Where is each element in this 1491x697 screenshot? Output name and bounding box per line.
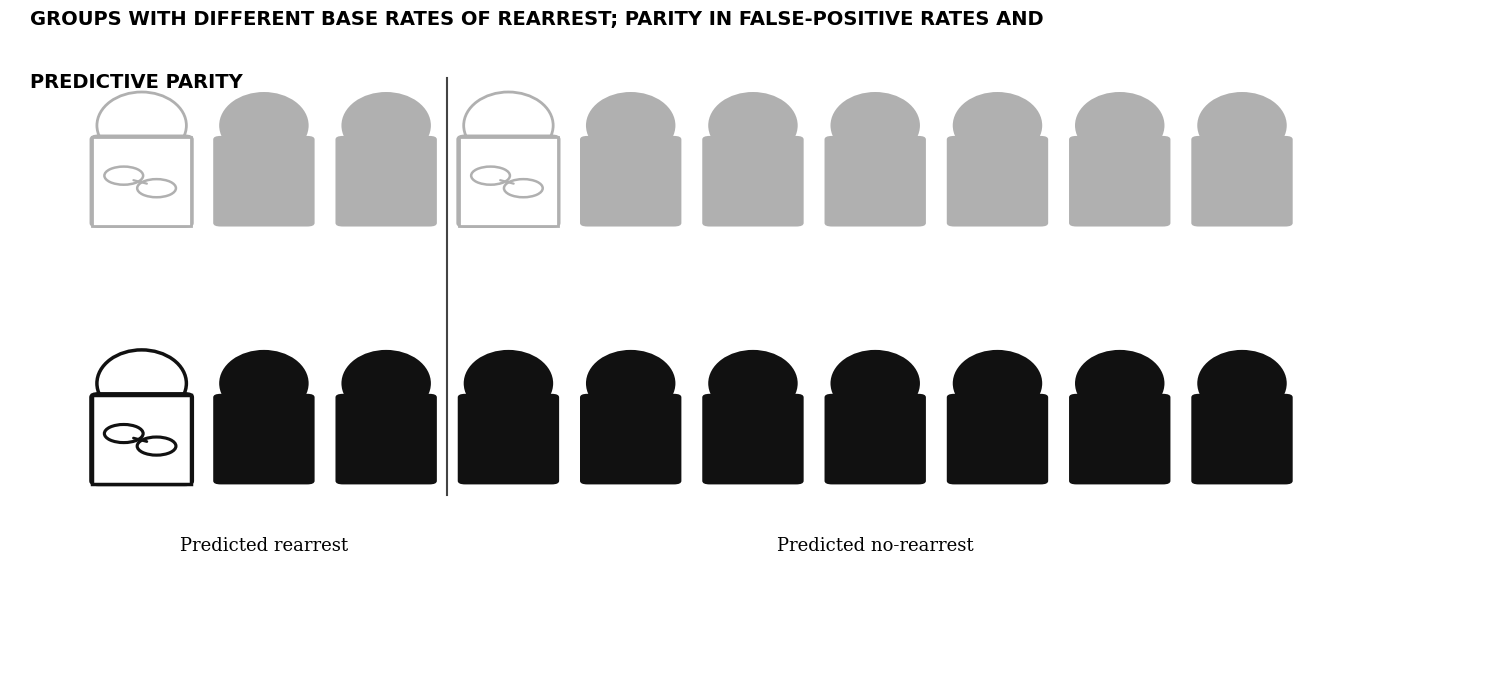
Bar [963, 114, 1032, 141]
FancyBboxPatch shape [702, 136, 804, 227]
Bar [596, 372, 665, 399]
FancyBboxPatch shape [92, 137, 191, 226]
Bar [1085, 114, 1154, 141]
FancyBboxPatch shape [702, 394, 804, 484]
Bar [1208, 372, 1276, 399]
Text: Predicted rearrest: Predicted rearrest [180, 537, 347, 555]
Bar [352, 114, 420, 141]
FancyBboxPatch shape [947, 394, 1048, 484]
Ellipse shape [953, 92, 1042, 159]
FancyBboxPatch shape [91, 136, 192, 227]
Bar [1085, 372, 1154, 399]
Text: Predicted no-rearrest: Predicted no-rearrest [777, 537, 974, 555]
FancyBboxPatch shape [91, 394, 192, 484]
Ellipse shape [97, 92, 186, 159]
FancyBboxPatch shape [335, 136, 437, 227]
Bar [719, 372, 787, 399]
Ellipse shape [586, 350, 675, 417]
FancyBboxPatch shape [213, 136, 315, 227]
FancyBboxPatch shape [1069, 136, 1170, 227]
FancyBboxPatch shape [825, 394, 926, 484]
Ellipse shape [830, 92, 920, 159]
FancyBboxPatch shape [1069, 394, 1170, 484]
Text: PREDICTIVE PARITY: PREDICTIVE PARITY [30, 73, 243, 92]
Bar [719, 114, 787, 141]
Ellipse shape [97, 350, 186, 417]
FancyBboxPatch shape [947, 136, 1048, 227]
Ellipse shape [341, 350, 431, 417]
Ellipse shape [219, 92, 309, 159]
FancyBboxPatch shape [459, 137, 558, 226]
Ellipse shape [830, 350, 920, 417]
FancyBboxPatch shape [92, 395, 191, 484]
Ellipse shape [953, 350, 1042, 417]
Bar [841, 114, 910, 141]
Ellipse shape [1197, 350, 1287, 417]
Ellipse shape [341, 92, 431, 159]
Bar [230, 372, 298, 399]
Bar [230, 114, 298, 141]
Ellipse shape [1075, 350, 1164, 417]
Ellipse shape [708, 92, 798, 159]
Ellipse shape [708, 350, 798, 417]
Ellipse shape [464, 350, 553, 417]
Ellipse shape [464, 92, 553, 159]
Bar [352, 372, 420, 399]
FancyBboxPatch shape [580, 394, 681, 484]
FancyBboxPatch shape [458, 394, 559, 484]
FancyBboxPatch shape [335, 394, 437, 484]
FancyBboxPatch shape [1191, 394, 1293, 484]
Text: GROUPS WITH DIFFERENT BASE RATES OF REARREST; PARITY IN FALSE-POSITIVE RATES AND: GROUPS WITH DIFFERENT BASE RATES OF REAR… [30, 10, 1044, 29]
Ellipse shape [586, 92, 675, 159]
Bar [841, 372, 910, 399]
Bar [474, 372, 543, 399]
Ellipse shape [1075, 92, 1164, 159]
FancyBboxPatch shape [458, 136, 559, 227]
FancyBboxPatch shape [580, 136, 681, 227]
FancyBboxPatch shape [213, 394, 315, 484]
Ellipse shape [219, 350, 309, 417]
FancyBboxPatch shape [1191, 136, 1293, 227]
Bar [596, 114, 665, 141]
Ellipse shape [1197, 92, 1287, 159]
Bar [1208, 114, 1276, 141]
FancyBboxPatch shape [825, 136, 926, 227]
Bar [963, 372, 1032, 399]
